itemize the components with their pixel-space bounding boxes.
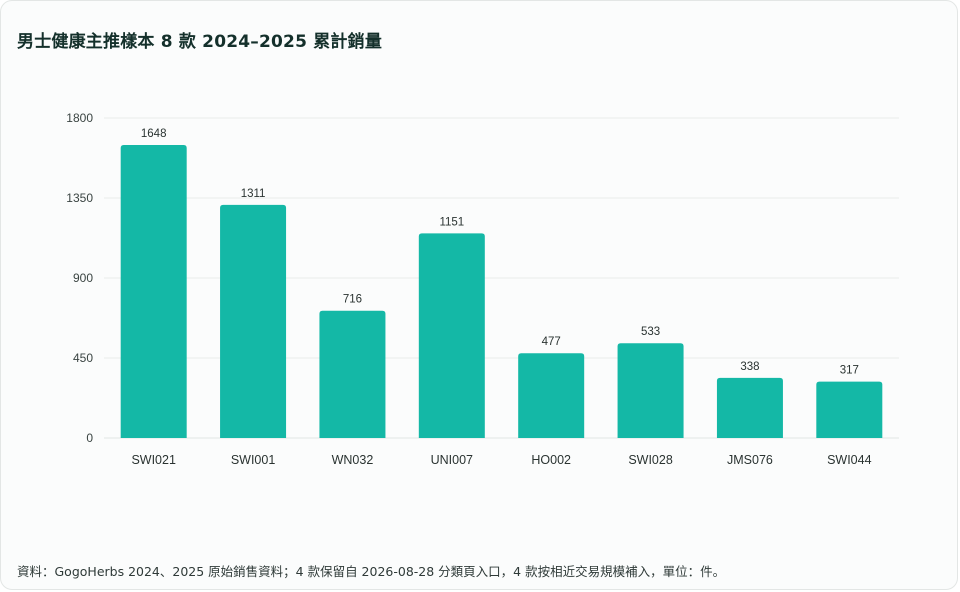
y-tick-label: 900 xyxy=(73,271,93,285)
y-tick-label: 0 xyxy=(86,431,93,445)
data-label: 1648 xyxy=(141,128,167,140)
chart-title: 男士健康主推樣本 8 款 2024–2025 累計銷量 xyxy=(17,32,383,52)
chart-footnote: 資料：GogoHerbs 2024、2025 原始銷售資料；4 款保留自 202… xyxy=(17,564,726,579)
bar xyxy=(120,145,187,438)
bar xyxy=(220,204,287,438)
data-label: 1311 xyxy=(241,188,266,200)
bar xyxy=(319,310,386,438)
bar xyxy=(518,353,585,438)
y-tick-label: 1350 xyxy=(66,191,93,205)
data-label: 1151 xyxy=(439,216,464,228)
data-label: 716 xyxy=(343,294,362,306)
bar xyxy=(716,377,783,438)
x-tick-label: HO002 xyxy=(531,453,571,467)
x-tick-label: UNI007 xyxy=(431,453,473,467)
x-tick-label: SWI001 xyxy=(231,453,276,467)
x-tick-label: SWI021 xyxy=(131,453,176,467)
data-label: 533 xyxy=(641,326,660,338)
x-tick-label: JMS076 xyxy=(727,453,773,467)
bar xyxy=(816,381,883,438)
y-tick-label: 1800 xyxy=(66,111,93,125)
bar-chart: 0 450 900 1350 1800 1648 SWI021 1311 SWI001 716 WN… xyxy=(66,111,899,467)
data-label: 477 xyxy=(542,336,561,348)
x-tick-label: SWI044 xyxy=(827,453,872,467)
x-tick-label: SWI028 xyxy=(628,453,673,467)
data-label: 317 xyxy=(840,365,859,377)
x-tick-label: WN032 xyxy=(332,453,374,467)
data-label: 338 xyxy=(740,361,759,373)
y-tick-label: 450 xyxy=(73,351,93,365)
bar xyxy=(617,343,684,438)
bar xyxy=(418,233,485,438)
